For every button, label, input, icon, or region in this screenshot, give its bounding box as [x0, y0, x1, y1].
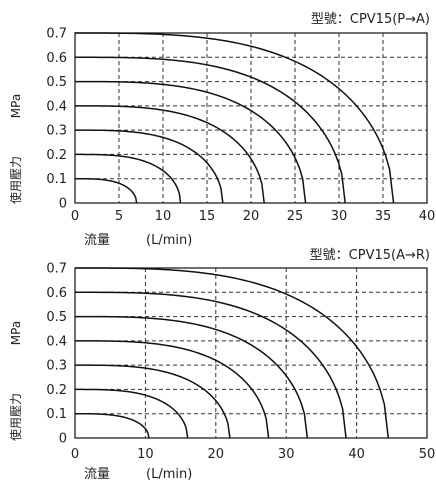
chart-1-x-tick-label: 5 [115, 209, 123, 224]
chart-2-x-tick-label: 20 [208, 447, 225, 462]
chart-1-x-tick-label: 35 [375, 209, 392, 224]
chart-1-y-tick-label: 0.7 [46, 27, 67, 42]
chart-1-series-6-curve [75, 56, 346, 204]
chart-2-y-axis-unit: MPa [9, 321, 23, 345]
chart-2-y-tick-label: 0.2 [46, 383, 67, 398]
chart-2-series-6-curve [75, 291, 347, 439]
chart-1-title: 型號：CPV15(P→A) [311, 12, 430, 27]
chart-1-y-tick-label: 0.4 [46, 99, 67, 114]
chart-1-series-3-curve [75, 129, 224, 204]
chart-2-series-7-curve [75, 267, 390, 439]
chart-2-series-1-curve [75, 412, 150, 439]
chart-2-x-tick-label: 40 [348, 447, 365, 462]
chart-2-y-tick-label: 0.7 [46, 262, 67, 277]
chart-1-plot-frame [74, 32, 428, 204]
chart-2-y-tick-label: 0 [59, 432, 67, 447]
chart-1-y-tick-label: 0.3 [46, 124, 67, 139]
chart-1-x-tick-label: 25 [287, 209, 304, 224]
chart-1-x-tick-label: 15 [199, 209, 216, 224]
chart-2-y-tick-label: 0.3 [46, 359, 67, 374]
chart-2-series-2-curve [75, 388, 189, 439]
chart-1-y-axis-label: 使用壓力 [8, 156, 23, 204]
chart-1-series-2-curve [75, 153, 182, 204]
chart-2-y-tick-label: 0.5 [46, 310, 67, 325]
chart-2-series-5-curve [75, 315, 309, 439]
chart-1-x-tick-label: 20 [243, 209, 260, 224]
chart-1-series-5-curve [75, 80, 307, 204]
chart-2-y-axis-label: 使用壓力 [8, 393, 23, 441]
chart-1-y-tick-label: 0.2 [46, 148, 67, 163]
chart-1-x-tick-label: 30 [331, 209, 348, 224]
chart-2-series-3-curve [75, 364, 231, 439]
chart-2-y-tick-label: 0.4 [46, 334, 67, 349]
chart-1-y-tick-label: 0.6 [46, 51, 67, 66]
chart-1-y-tick-label: 0.1 [46, 172, 67, 187]
chart-1-x-tick-label: 10 [155, 209, 172, 224]
chart-1-x-axis-label: 流量 [84, 233, 110, 248]
chart-2-plot-frame [74, 267, 428, 439]
chart-2-series-4-curve [75, 340, 270, 439]
chart-2-x-axis-unit: (L/min) [146, 467, 192, 482]
chart-2-x-tick-label: 50 [419, 447, 436, 462]
chart-2-y-tick-label: 0.6 [46, 286, 67, 301]
chart-1-series-1-curve [75, 177, 138, 204]
chart-1-x-tick-label: 0 [71, 209, 79, 224]
chart-2-title: 型號：CPV15(A→R) [310, 248, 430, 263]
chart-2-x-axis-label: 流量 [84, 467, 110, 482]
chart-1-y-axis-unit: MPa [9, 94, 23, 118]
chart-1-y-tick-label: 0 [59, 197, 67, 212]
chart-1-x-tick-label: 40 [419, 209, 436, 224]
chart-1-x-axis-unit: (L/min) [146, 233, 192, 248]
chart-1-y-tick-label: 0.5 [46, 75, 67, 90]
chart-2-y-tick-label: 0.1 [46, 407, 67, 422]
chart-1-series-7-curve [75, 32, 395, 204]
chart-1-series-4-curve [75, 105, 265, 204]
chart-2-x-tick-label: 0 [71, 447, 79, 462]
chart-2-x-tick-label: 10 [137, 447, 154, 462]
chart-2-x-tick-label: 30 [278, 447, 295, 462]
